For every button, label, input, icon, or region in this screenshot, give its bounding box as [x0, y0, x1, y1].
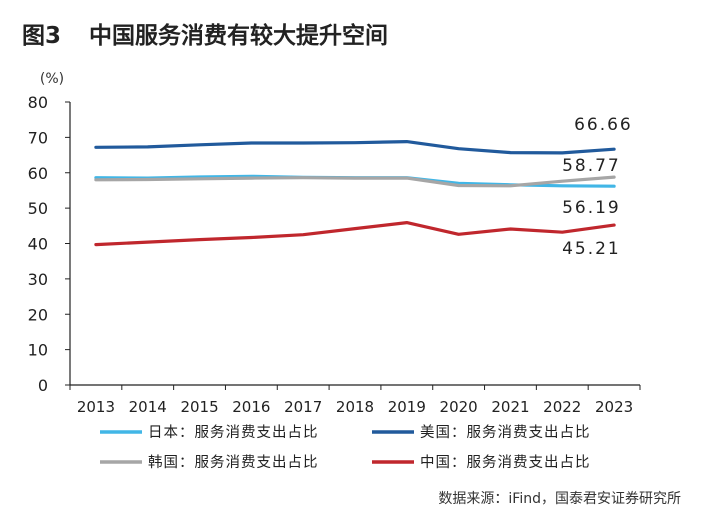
source-note: 数据来源：iFind，国泰君安证券研究所 [438, 491, 681, 507]
legend-label: 日本：服务消费支出占比 [148, 424, 319, 441]
data-label: 56.19 [562, 198, 621, 218]
x-tick-label: 2018 [336, 398, 374, 416]
data-label: 66.66 [574, 115, 633, 135]
y-tick-label: 30 [28, 270, 48, 289]
chart-title: 中国服务消费有较大提升空间 [89, 23, 389, 49]
y-tick-label: 80 [28, 93, 48, 112]
y-tick-label: 60 [28, 164, 48, 183]
x-tick-label: 2021 [491, 398, 529, 416]
x-tick-label: 2014 [129, 398, 167, 416]
x-tick-label: 2013 [77, 398, 115, 416]
x-tick-label: 2020 [440, 398, 478, 416]
series-line-3 [94, 221, 616, 247]
data-label: 45.21 [562, 239, 621, 259]
x-tick-label: 2022 [543, 398, 581, 416]
series-line-1 [94, 140, 616, 155]
x-tick-label: 2016 [232, 398, 270, 416]
x-tick-label: 2023 [595, 398, 633, 416]
y-tick-label: 0 [38, 376, 48, 395]
x-tick-label: 2015 [180, 398, 218, 416]
legend-label: 美国：服务消费支出占比 [420, 424, 591, 441]
y-tick-label: 10 [28, 341, 48, 360]
series-line-2 [94, 175, 616, 188]
figure-header: 图3 中国服务消费有较大提升空间 [22, 16, 388, 50]
figure-number: 图3 [22, 23, 62, 49]
y-tick-label: 50 [28, 199, 48, 218]
y-tick-label: 20 [28, 305, 48, 324]
legend-label: 韩国：服务消费支出占比 [148, 454, 319, 471]
y-unit-label: (%) [40, 71, 64, 87]
y-tick-label: 40 [28, 235, 48, 254]
x-tick-label: 2019 [388, 398, 426, 416]
y-tick-label: 70 [28, 128, 48, 147]
legend-label: 中国：服务消费支出占比 [420, 454, 591, 471]
x-tick-label: 2017 [284, 398, 322, 416]
data-label: 58.77 [562, 156, 621, 176]
